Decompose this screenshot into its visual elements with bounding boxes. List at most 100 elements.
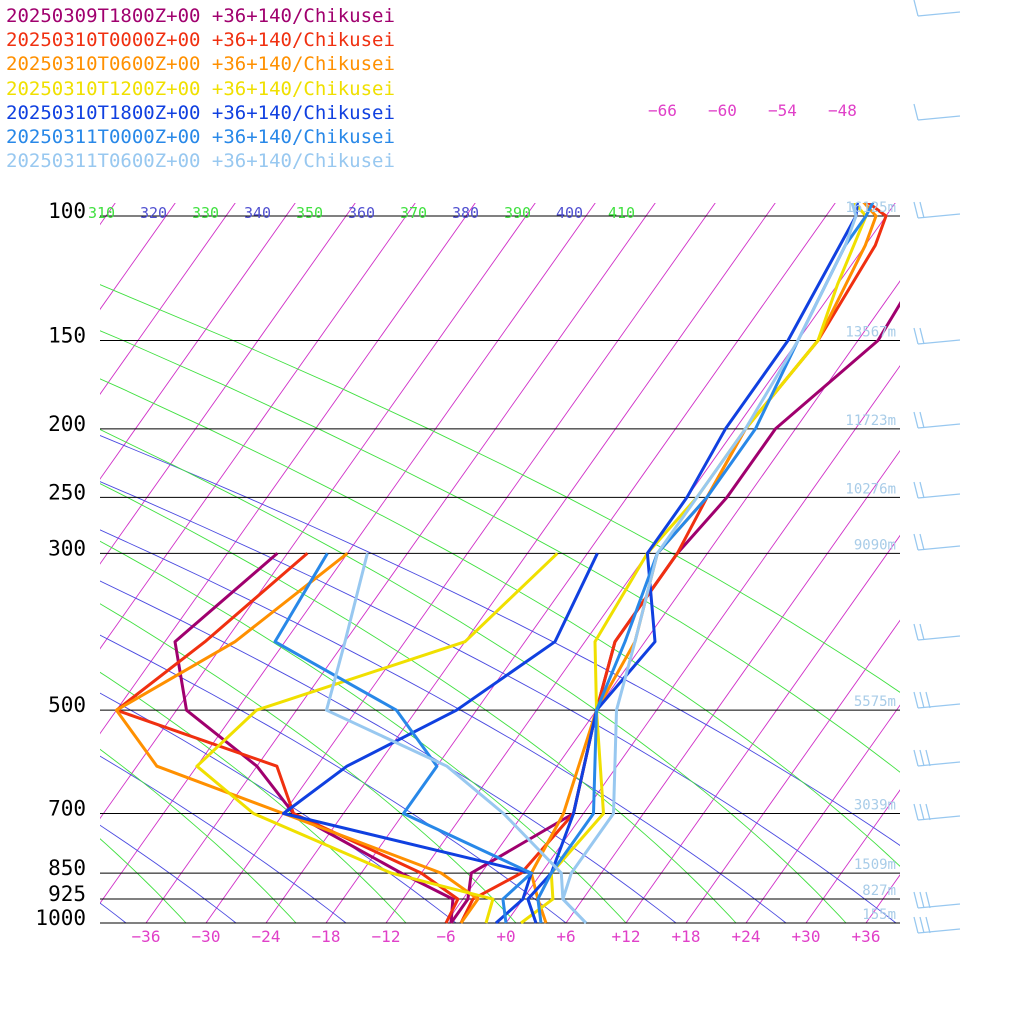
theta-e-line [100, 748, 297, 924]
wind-barb [913, 803, 961, 821]
pressure-tick-label: 100 [48, 199, 86, 223]
dewpoint-line [195, 552, 559, 924]
temperature-tick-label: +12 [612, 927, 641, 946]
theta-label: 310 [88, 204, 115, 222]
pressure-tick-label: 200 [48, 412, 86, 436]
wind-barb [913, 691, 961, 709]
height-label: 155m [862, 907, 896, 923]
height-label: 10276m [845, 481, 896, 497]
isotherm-line [0, 184, 9, 923]
theta-line [100, 824, 237, 924]
temperature-tick-label: +6 [556, 927, 575, 946]
temperature-tick-label: +30 [792, 927, 821, 946]
theta-label: 320 [140, 204, 167, 222]
isobars [100, 215, 900, 924]
wind-barb [913, 103, 961, 121]
theta-e-line [100, 378, 900, 867]
theta-label: 390 [504, 204, 531, 222]
legend-entry: 20250310T0000Z+00 +36+140/Chikusei [6, 29, 395, 52]
isotherm-line [805, 789, 900, 924]
temperature-line [529, 203, 878, 924]
temperature-line [561, 203, 858, 925]
isotherm-line [100, 203, 296, 480]
temperature-line [459, 203, 888, 924]
pressure-tick-label: 1000 [35, 906, 86, 930]
pressure-tick-label: 700 [48, 796, 86, 820]
theta-e-line [100, 483, 737, 924]
legend-entry: 20250310T1200Z+00 +36+140/Chikusei [6, 77, 395, 100]
temperature-line [536, 203, 875, 924]
theta-e-line [100, 429, 847, 924]
temperature-line [526, 203, 859, 924]
theta-e-line [100, 330, 900, 773]
wind-barb [913, 411, 961, 429]
dewpoint-line [173, 552, 455, 924]
pressure-tick-label: 500 [48, 693, 86, 717]
temperature-tick-label: −12 [372, 927, 401, 946]
height-label: 9090m [854, 537, 896, 553]
dewpoint-line [115, 552, 460, 924]
theta-label: 350 [296, 204, 323, 222]
temperature-tick-label: −30 [192, 927, 221, 946]
theta-label: 340 [244, 204, 271, 222]
temperature-tick-label: −24 [252, 927, 281, 946]
pressure-tick-label: 300 [48, 536, 86, 560]
legend-entry: 20250311T0000Z+00 +36+140/Chikusei [6, 126, 395, 149]
isotherm-line [745, 704, 900, 924]
theta-e-line [100, 284, 900, 693]
upper-temperature-label: −60 [708, 101, 737, 120]
wind-barbs [913, 0, 961, 934]
temperature-line [520, 203, 868, 925]
theta-label: 410 [608, 204, 635, 222]
upper-temperature-label: −54 [768, 101, 797, 120]
temperature-tick-label: −36 [132, 927, 161, 946]
upper-temperature-label: −48 [828, 101, 857, 120]
series-lines [115, 203, 900, 925]
theta-line [100, 481, 897, 924]
wind-barb [913, 533, 961, 551]
wind-barb [913, 916, 961, 934]
dewpoint-line [282, 552, 599, 925]
theta-label: 400 [556, 204, 583, 222]
theta-e-line [100, 540, 627, 924]
temperature-tick-label: −18 [312, 927, 341, 946]
temperature-line [449, 301, 900, 924]
height-label: 11723m [845, 413, 896, 429]
temperature-tick-label: +18 [672, 927, 701, 946]
theta-line [0, 216, 16, 923]
wind-barb [913, 0, 961, 17]
isotherm-line [986, 184, 1024, 923]
height-label: 1509m [854, 857, 896, 873]
height-label: 827m [862, 883, 896, 899]
isotherm-line [100, 203, 176, 311]
legend-entry: 20250310T0600Z+00 +36+140/Chikusei [6, 53, 395, 76]
theta-label: 330 [192, 204, 219, 222]
legend-entry: 20250309T1800Z+00 +36+140/Chikusei [6, 5, 395, 27]
wind-barb [913, 201, 961, 219]
dewpoint-line [273, 552, 533, 924]
pressure-tick-label: 150 [48, 323, 86, 347]
temperature-tick-label: +0 [496, 927, 515, 946]
legend-entry: 20250311T0600Z+00 +36+140/Chikusei [6, 150, 395, 173]
height-label: 16125m [845, 200, 896, 216]
isotherm-line [926, 184, 1024, 923]
dewpoint-line [115, 552, 480, 924]
wind-barb [913, 623, 961, 641]
wind-barb [913, 891, 961, 909]
temperature-tick-label: +24 [732, 927, 761, 946]
height-label: 3039m [854, 797, 896, 813]
legend-entry: 20250310T1800Z+00 +36+140/Chikusei [6, 101, 395, 124]
temperature-tick-label: +36 [852, 927, 881, 946]
wind-barb [913, 481, 961, 499]
pressure-tick-label: 925 [48, 882, 86, 906]
height-label: 5575m [854, 694, 896, 710]
isotherm-line [100, 203, 236, 395]
legend: 20250309T1800Z+00 +36+140/Chikusei 20250… [6, 4, 395, 173]
dewpoint-line [325, 552, 588, 925]
pressure-tick-label: 250 [48, 480, 86, 504]
theta-label: 370 [400, 204, 427, 222]
wind-barb [913, 749, 961, 767]
temperature-tick-label: −6 [436, 927, 455, 946]
